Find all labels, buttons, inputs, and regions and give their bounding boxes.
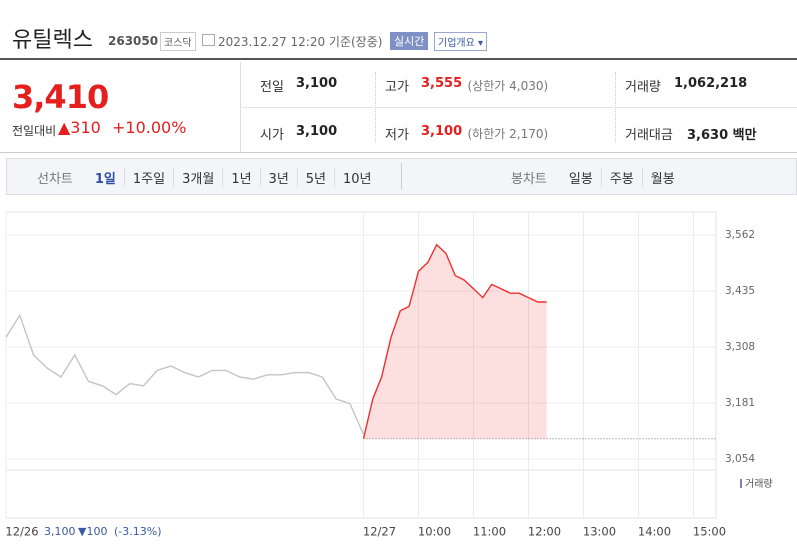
y-tick-label: 3,562 xyxy=(725,229,755,241)
timestamp: 2023.12.27 12:20 기준(장중) xyxy=(218,35,383,49)
y-tick-label: 3,181 xyxy=(725,397,755,409)
stat-value: 1,062,218 xyxy=(674,76,748,91)
period-tab[interactable]: 1주일 xyxy=(123,168,173,187)
tab-title: 선차트 xyxy=(37,172,73,187)
price-box: 3,410 전일대비 ▲310 +10.00% xyxy=(6,62,241,152)
volume-legend-swatch xyxy=(740,479,742,488)
candle-tab[interactable]: 주봉 xyxy=(600,168,642,187)
summary-rate: (-3.13%) xyxy=(114,525,162,538)
period-tab[interactable]: 5년 xyxy=(296,168,334,187)
stat-label: 전일 xyxy=(260,80,284,95)
stats-separator xyxy=(375,72,376,142)
stat-label: 시가 xyxy=(260,128,284,143)
header-rule xyxy=(0,58,797,60)
company-info-label: 기업개요 xyxy=(438,38,475,49)
x-tick-label: 12/27 xyxy=(363,525,396,539)
volume-legend: 거래량 xyxy=(745,478,773,490)
stat-label: 저가 xyxy=(385,128,409,143)
change-label: 전일대비 xyxy=(12,124,57,138)
x-tick-label: 13:00 xyxy=(583,525,616,539)
stat-value: 3,100 xyxy=(296,76,338,91)
price-line xyxy=(362,243,547,439)
stat-value: 3,100 xyxy=(421,124,463,139)
line-tabs: 선차트 1일 1주일 3개월 1년 3년 5년 10년 xyxy=(37,168,380,187)
current-price: 3,410 xyxy=(12,78,109,116)
stats-divider xyxy=(240,107,797,108)
tab-divider xyxy=(401,163,402,190)
stat-note: (하한가 2,170) xyxy=(467,127,549,141)
y-tick-label: 3,308 xyxy=(725,341,755,353)
candle-tabs: 봉차트 일봉 주봉 월봉 xyxy=(511,168,683,187)
plot-frame xyxy=(5,211,717,471)
price-chart: 거래량 3,100 ▼100 (-3.13%) 3,054 3,181 3,308 3… xyxy=(5,211,773,539)
stats-area: 전일 3,100 고가 3,555 (상한가 4,030) 거래량 1,062,218 시가 3… xyxy=(240,62,797,152)
period-tab[interactable]: 3개월 xyxy=(173,168,222,187)
stat-label: 거래량 xyxy=(625,80,661,95)
candle-tab[interactable]: 일봉 xyxy=(568,172,593,187)
x-tick-label: 11:00 xyxy=(473,525,506,539)
y-tick-label: 3,435 xyxy=(725,285,755,297)
x-tick-label: 12:00 xyxy=(528,525,561,539)
x-tick-label: 10:00 xyxy=(418,525,451,539)
stat-note: (상한가 4,030) xyxy=(467,79,549,93)
x-tick-label: 12/26 xyxy=(5,525,38,539)
volume-panel xyxy=(5,469,717,519)
stat-value: 3,555 xyxy=(421,76,463,91)
calendar-icon xyxy=(202,34,215,46)
company-info-button[interactable]: 기업개요 ▾ xyxy=(434,32,488,51)
period-tab[interactable]: 1년 xyxy=(222,168,259,187)
stat-value: 3,100 xyxy=(296,124,338,139)
stats-rule xyxy=(0,152,797,153)
stats-separator xyxy=(615,72,616,142)
tab-title: 봉차트 xyxy=(511,172,547,187)
change-rate: +10.00% xyxy=(112,118,187,137)
change-amount: ▲310 xyxy=(58,118,101,137)
period-tab[interactable]: 1일 xyxy=(94,172,116,187)
summary-change: ▼100 xyxy=(78,525,107,538)
x-tick-label: 15:00 xyxy=(693,525,726,539)
x-tick-label: 14:00 xyxy=(638,525,671,539)
stat-value: 3,630 백만 xyxy=(687,128,757,143)
stock-name: 유틸렉스 xyxy=(12,28,93,53)
market-badge: 코스닥 xyxy=(160,32,196,51)
summary-price: 3,100 xyxy=(44,525,76,538)
stat-label: 고가 xyxy=(385,80,409,95)
stock-code: 263050 xyxy=(108,34,159,48)
y-tick-label: 3,054 xyxy=(725,453,755,465)
period-tab[interactable]: 10년 xyxy=(334,168,380,187)
price-area xyxy=(363,244,547,439)
realtime-badge[interactable]: 실시간 xyxy=(390,32,429,50)
stat-label: 거래대금 xyxy=(625,128,673,143)
price-line xyxy=(5,313,365,435)
candle-tab[interactable]: 월봉 xyxy=(641,168,683,187)
tab-bar: 선차트 1일 1주일 3개월 1년 3년 5년 10년 봉차트 일봉 주봉 월봉 xyxy=(6,158,797,195)
period-tab[interactable]: 3년 xyxy=(259,168,297,187)
